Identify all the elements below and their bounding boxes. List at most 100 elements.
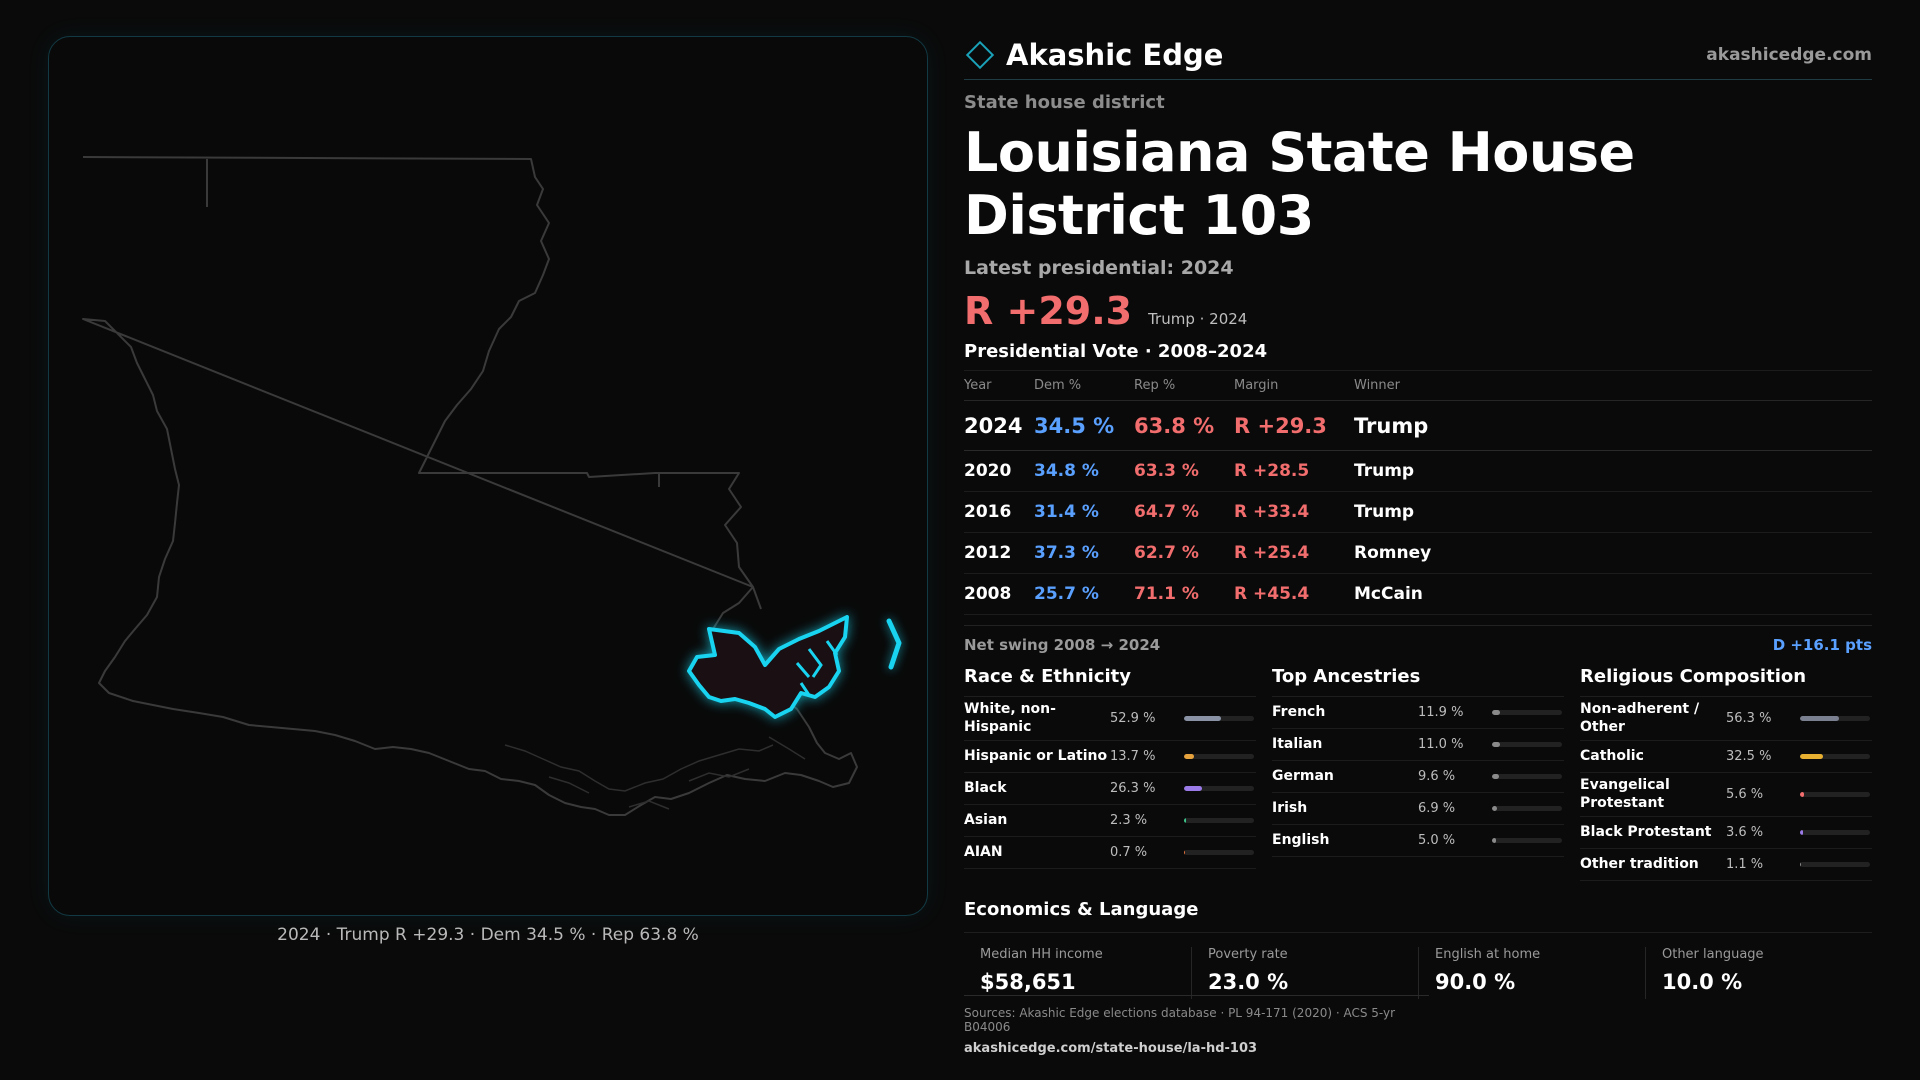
item-label: Italian [1272, 735, 1323, 752]
share-bar [1800, 862, 1870, 867]
list-item: French 11.9 % [1272, 697, 1564, 729]
item-label: Non-adherent / Other [1580, 701, 1700, 735]
col-header-margin: Margin [1234, 370, 1354, 401]
share-bar-fill [1184, 850, 1186, 855]
item-label: Irish [1272, 799, 1308, 816]
district-profile: Akashic Edge akashicedge.com State house… [964, 30, 1872, 999]
list-item: Black Protestant 3.6 % [1580, 817, 1872, 849]
item-label: German [1272, 767, 1334, 784]
cell-margin: R +28.5 [1234, 450, 1354, 492]
share-bar [1800, 830, 1870, 835]
net-swing-value: D +16.1 pts [1772, 636, 1872, 654]
share-bar [1492, 838, 1562, 843]
margin-value: R +29.3 [964, 289, 1133, 333]
econ-stat: Poverty rate 23.0 % [1190, 947, 1418, 999]
item-value: 1.1 % [1726, 857, 1764, 872]
econ-stat-label: Other language [1661, 947, 1764, 962]
economics-title: Economics & Language [964, 899, 1872, 933]
table-row: 2024 34.5 % 63.8 % R +29.3 Trump [964, 400, 1872, 451]
cell-margin: R +29.3 [1234, 400, 1354, 451]
list-item: Irish 6.9 % [1272, 793, 1564, 825]
ancestry-title: Top Ancestries [1272, 666, 1564, 697]
district-inner-lines [795, 640, 839, 696]
list-item: Other tradition 1.1 % [1580, 849, 1872, 881]
table-row: 2016 31.4 % 64.7 % R +33.4 Trump [964, 491, 1872, 533]
item-value: 26.3 % [1110, 781, 1156, 796]
cell-rep: 63.3 % [1134, 450, 1234, 492]
econ-stat: Median HH income $58,651 [964, 947, 1191, 999]
list-item: Catholic 32.5 % [1580, 741, 1872, 773]
item-value: 3.6 % [1726, 825, 1764, 840]
econ-stat-value: 23.0 % [1207, 970, 1289, 994]
item-value: 11.0 % [1418, 737, 1464, 752]
share-bar-fill [1800, 754, 1823, 759]
district-pointer-icon [886, 618, 902, 670]
page-title: Louisiana State House District 103 [964, 121, 1635, 247]
presidential-vote-table: Year Dem % Rep % Margin Winner 2024 34.5… [964, 370, 1872, 615]
share-bar-fill [1492, 742, 1500, 747]
share-bar-fill [1184, 754, 1194, 759]
permalink[interactable]: akashicedge.com/state-house/la-hd-103 [964, 1041, 1258, 1056]
list-item: Black 26.3 % [964, 773, 1256, 805]
share-bar-fill [1492, 838, 1496, 843]
col-header-winner: Winner [1354, 370, 1872, 401]
share-bar-fill [1800, 862, 1802, 867]
presidential-vote-title: Presidential Vote · 2008–2024 [964, 341, 1268, 362]
table-row: 2008 25.7 % 71.1 % R +45.4 McCain [964, 573, 1872, 615]
cell-margin: R +45.4 [1234, 573, 1354, 615]
list-item: AIAN 0.7 % [964, 837, 1256, 869]
item-label: Hispanic or Latino [964, 747, 1108, 764]
headline-margin: R +29.3 Trump · 2024 [964, 289, 1872, 333]
item-value: 2.3 % [1110, 813, 1148, 828]
cell-margin: R +33.4 [1234, 491, 1354, 533]
share-bar [1184, 786, 1254, 791]
share-bar-fill [1184, 818, 1186, 823]
brand-bar: Akashic Edge akashicedge.com [964, 30, 1872, 80]
cell-dem: 34.5 % [1034, 400, 1134, 451]
ancestry-section: Top Ancestries French 11.9 % Italian 11.0 %… [1272, 666, 1564, 881]
col-header-rep: Rep % [1134, 370, 1234, 401]
cell-dem: 37.3 % [1034, 532, 1134, 574]
cell-winner: Trump [1354, 450, 1872, 492]
share-bar [1492, 742, 1562, 747]
cell-winner: Romney [1354, 532, 1872, 574]
brand-url-link[interactable]: akashicedge.com [1706, 44, 1872, 65]
econ-stat-value: 10.0 % [1661, 970, 1743, 994]
margin-note: Trump · 2024 [1148, 310, 1248, 328]
share-bar [1184, 716, 1254, 721]
item-value: 52.9 % [1110, 711, 1156, 726]
item-label: White, non-Hispanic [964, 701, 1056, 735]
item-label: Catholic [1580, 747, 1644, 764]
item-label: French [1272, 703, 1326, 720]
econ-stat-value: $58,651 [980, 970, 1076, 994]
item-value: 13.7 % [1110, 749, 1156, 764]
list-item: Evangelical Protestant 5.6 % [1580, 773, 1872, 817]
item-label: Evangelical Protestant [1580, 777, 1670, 811]
brand-logo-icon [965, 40, 995, 69]
ancestry-list: French 11.9 % Italian 11.0 % German 9.6 % Iris… [1272, 697, 1564, 857]
coastline-detail [504, 736, 806, 810]
list-item: Italian 11.0 % [1272, 729, 1564, 761]
list-item: White, non-Hispanic 52.9 % [964, 697, 1256, 741]
brand[interactable]: Akashic Edge [964, 38, 1223, 72]
item-value: 32.5 % [1726, 749, 1772, 764]
item-label: Other tradition [1580, 855, 1699, 872]
share-bar-fill [1800, 792, 1804, 797]
item-label: Black [964, 779, 1007, 796]
share-bar-fill [1184, 716, 1222, 721]
table-row: 2020 34.8 % 63.3 % R +28.5 Trump [964, 450, 1872, 492]
econ-stat: English at home 90.0 % [1417, 947, 1645, 999]
table-header-row: Year Dem % Rep % Margin Winner [964, 370, 1872, 401]
cell-winner: Trump [1354, 491, 1872, 533]
map-panel[interactable] [48, 36, 928, 916]
cell-rep: 71.1 % [1134, 573, 1234, 615]
district-103-shape[interactable] [687, 615, 849, 719]
item-value: 11.9 % [1418, 705, 1464, 720]
share-bar [1184, 818, 1254, 823]
share-bar-fill [1800, 716, 1840, 721]
share-bar [1492, 806, 1562, 811]
list-item: Asian 2.3 % [964, 805, 1256, 837]
cell-year: 2016 [964, 491, 1034, 533]
econ-stat-label: English at home [1434, 947, 1541, 962]
share-bar [1492, 710, 1562, 715]
